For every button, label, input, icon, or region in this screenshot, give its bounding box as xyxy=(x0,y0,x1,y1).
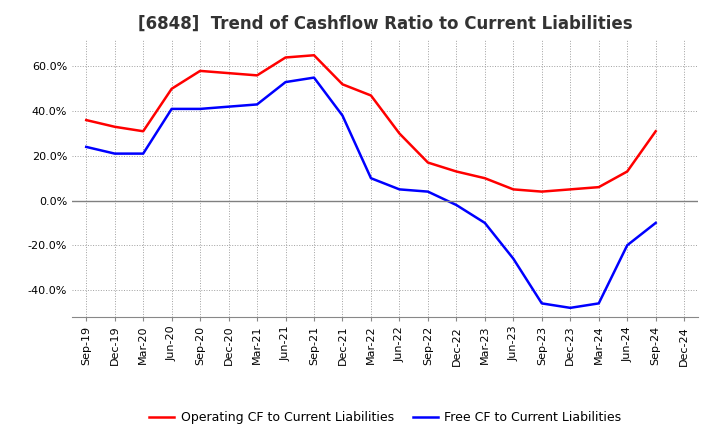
Operating CF to Current Liabilities xyxy=(338,82,347,87)
Free CF to Current Liabilities xyxy=(623,242,631,248)
Free CF to Current Liabilities xyxy=(595,301,603,306)
Free CF to Current Liabilities xyxy=(566,305,575,311)
Line: Operating CF to Current Liabilities: Operating CF to Current Liabilities xyxy=(86,55,656,191)
Free CF to Current Liabilities xyxy=(310,75,318,80)
Operating CF to Current Liabilities xyxy=(167,86,176,92)
Operating CF to Current Liabilities xyxy=(282,55,290,60)
Operating CF to Current Liabilities xyxy=(537,189,546,194)
Operating CF to Current Liabilities xyxy=(310,53,318,58)
Operating CF to Current Liabilities xyxy=(509,187,518,192)
Free CF to Current Liabilities xyxy=(480,220,489,226)
Operating CF to Current Liabilities xyxy=(652,128,660,134)
Operating CF to Current Liabilities xyxy=(366,93,375,98)
Free CF to Current Liabilities xyxy=(225,104,233,109)
Free CF to Current Liabilities xyxy=(82,144,91,150)
Operating CF to Current Liabilities xyxy=(139,128,148,134)
Free CF to Current Liabilities xyxy=(652,220,660,226)
Free CF to Current Liabilities xyxy=(282,80,290,85)
Operating CF to Current Liabilities xyxy=(595,184,603,190)
Legend: Operating CF to Current Liabilities, Free CF to Current Liabilities: Operating CF to Current Liabilities, Fre… xyxy=(145,406,626,429)
Free CF to Current Liabilities xyxy=(139,151,148,156)
Operating CF to Current Liabilities xyxy=(423,160,432,165)
Operating CF to Current Liabilities xyxy=(196,68,204,73)
Operating CF to Current Liabilities xyxy=(480,176,489,181)
Title: [6848]  Trend of Cashflow Ratio to Current Liabilities: [6848] Trend of Cashflow Ratio to Curren… xyxy=(138,15,632,33)
Operating CF to Current Liabilities xyxy=(253,73,261,78)
Operating CF to Current Liabilities xyxy=(452,169,461,174)
Free CF to Current Liabilities xyxy=(110,151,119,156)
Operating CF to Current Liabilities xyxy=(225,70,233,76)
Free CF to Current Liabilities xyxy=(196,106,204,111)
Free CF to Current Liabilities xyxy=(395,187,404,192)
Free CF to Current Liabilities xyxy=(452,202,461,208)
Free CF to Current Liabilities xyxy=(366,176,375,181)
Free CF to Current Liabilities xyxy=(537,301,546,306)
Free CF to Current Liabilities xyxy=(423,189,432,194)
Line: Free CF to Current Liabilities: Free CF to Current Liabilities xyxy=(86,77,656,308)
Operating CF to Current Liabilities xyxy=(395,131,404,136)
Free CF to Current Liabilities xyxy=(253,102,261,107)
Free CF to Current Liabilities xyxy=(167,106,176,111)
Operating CF to Current Liabilities xyxy=(82,117,91,123)
Operating CF to Current Liabilities xyxy=(566,187,575,192)
Free CF to Current Liabilities xyxy=(509,256,518,261)
Free CF to Current Liabilities xyxy=(338,113,347,118)
Operating CF to Current Liabilities xyxy=(623,169,631,174)
Operating CF to Current Liabilities xyxy=(110,124,119,129)
